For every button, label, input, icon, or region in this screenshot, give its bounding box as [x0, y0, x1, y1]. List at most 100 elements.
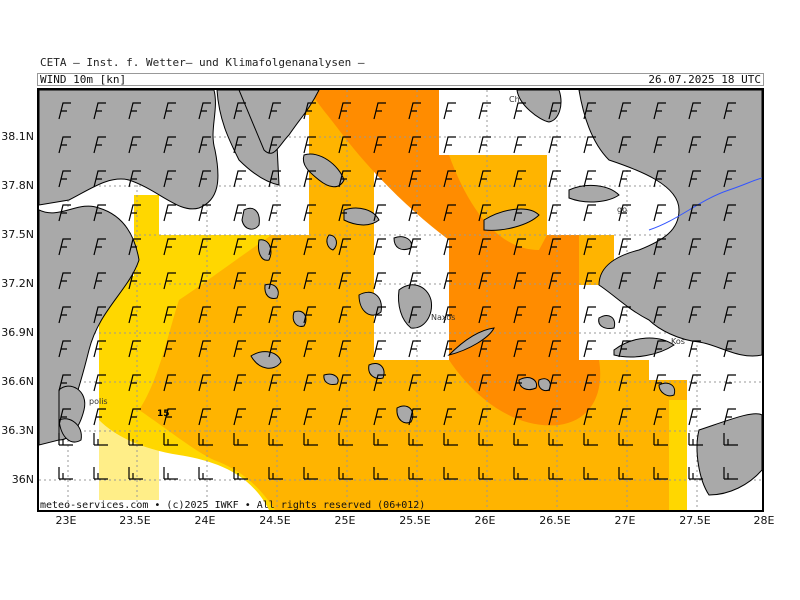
wind-barb-icon	[338, 374, 351, 392]
wind-barb-icon	[513, 272, 526, 290]
wind-barb-icon	[408, 433, 423, 446]
wind-barb-icon	[443, 102, 456, 120]
wind-barb-icon	[583, 306, 596, 324]
wind-barb-icon	[338, 433, 353, 446]
copyright-credit: meteo-services.com • (c)2025 IWKF • All …	[40, 500, 426, 511]
land-syros	[326, 234, 337, 251]
land-rhodes	[696, 413, 762, 496]
wind-barb-icon	[583, 340, 596, 358]
wind-barb-icon	[128, 408, 141, 426]
wind-barb-icon	[443, 170, 456, 188]
wind-barb-icon	[58, 374, 71, 392]
wind-barb-icon	[338, 340, 351, 358]
wind-barb-icon	[163, 408, 176, 426]
wind-barb-icon	[198, 272, 211, 290]
wind-barb-icon	[128, 433, 143, 446]
wind-barb-icon	[443, 272, 456, 290]
wind-barb-icon	[198, 374, 211, 392]
wind-barb-icon	[723, 374, 736, 392]
land-astypalea	[518, 377, 538, 391]
wind-barb-icon	[373, 170, 386, 188]
wind-barb-icon	[513, 433, 528, 446]
wind-barb-icon	[513, 306, 526, 324]
wind-barb-icon	[618, 170, 631, 188]
wind-map: Naxos Kos polis Ch go 15	[39, 90, 762, 510]
lat-label: 38.1N	[1, 130, 34, 143]
map-frame[interactable]: Naxos Kos polis Ch go 15	[37, 88, 764, 512]
isoline-label: 15	[157, 409, 170, 419]
wind-barb-icon	[233, 170, 246, 188]
lon-label: 28E	[753, 514, 775, 527]
wind-barb-icon	[198, 238, 211, 256]
wind-barb-icon	[513, 374, 526, 392]
lat-label: 37.2N	[1, 277, 34, 290]
land-ikaria	[483, 208, 540, 231]
wind-barb-icon	[338, 136, 351, 154]
wind-barb-icon	[268, 204, 281, 222]
calm-area	[649, 360, 762, 380]
wind-barb-icon	[198, 467, 213, 480]
wind-band-25-30	[311, 90, 601, 426]
lon-label: 26E	[474, 514, 496, 527]
wind-barb-icon	[373, 433, 388, 446]
wind-barb-icon	[618, 340, 631, 358]
wind-barb-icon	[233, 467, 248, 480]
wind-barb-icon	[548, 170, 561, 188]
lat-label: 36.3N	[1, 424, 34, 437]
wind-barb-icon	[303, 204, 316, 222]
wind-barb-icon	[513, 170, 526, 188]
wind-barb-icon	[408, 238, 421, 256]
wind-barb-icon	[58, 340, 71, 358]
wind-barb-icon	[408, 306, 421, 324]
wind-barb-icon	[58, 433, 73, 446]
wind-barb-icon	[443, 136, 456, 154]
lat-label: 36N	[11, 473, 34, 486]
variable-label: WIND 10m [kn]	[40, 73, 127, 86]
wind-barb-icon	[688, 306, 701, 324]
wind-barb-icon	[618, 204, 631, 222]
land-masses	[39, 90, 762, 496]
wind-barb-icon	[548, 374, 561, 392]
wind-barb-icon	[268, 272, 281, 290]
wind-barb-icon	[58, 204, 71, 222]
lat-label: 36.9N	[1, 326, 34, 339]
wind-barb-icon	[303, 306, 316, 324]
land-samos	[568, 184, 620, 203]
wind-barb-icon	[618, 467, 633, 480]
wind-barb-icon	[233, 102, 246, 120]
wind-barb-icon	[233, 408, 246, 426]
wind-barb-icon	[128, 170, 141, 188]
place-label-chios: Ch	[509, 95, 520, 104]
lon-label: 24E	[194, 514, 216, 527]
wind-barb-icon	[338, 170, 351, 188]
wind-barb-icon	[618, 408, 631, 426]
wind-barb-icon	[373, 408, 386, 426]
wind-barb-icon	[93, 136, 106, 154]
wind-barb-icon	[233, 272, 246, 290]
wind-barb-icon	[268, 102, 281, 120]
wind-barb-icon	[443, 340, 456, 358]
wind-barb-icon	[128, 238, 141, 256]
wind-barb-icon	[338, 306, 351, 324]
wind-barb-icon	[268, 467, 283, 480]
wind-barb-icon	[513, 102, 526, 120]
wind-barb-icon	[303, 136, 316, 154]
wind-barb-icon	[93, 238, 106, 256]
land-sifnos	[292, 310, 307, 327]
wind-barb-icon	[408, 102, 421, 120]
wind-barb-icon	[723, 408, 736, 426]
wind-barb-icon	[128, 204, 141, 222]
wind-barb-icon	[618, 102, 631, 120]
land-kos	[613, 337, 675, 358]
lon-label: 24.5E	[259, 514, 291, 527]
wind-barb-icon	[128, 102, 141, 120]
land-paros	[358, 291, 382, 316]
lon-label: 27E	[614, 514, 636, 527]
wind-barb-icon	[128, 340, 141, 358]
wind-barb-icon	[58, 408, 71, 426]
wind-barb-icon	[583, 467, 598, 480]
wind-barb-icon	[583, 136, 596, 154]
wind-barb-icon	[653, 467, 668, 480]
wind-barb-icon	[618, 433, 633, 446]
land-folegandros	[323, 373, 339, 385]
